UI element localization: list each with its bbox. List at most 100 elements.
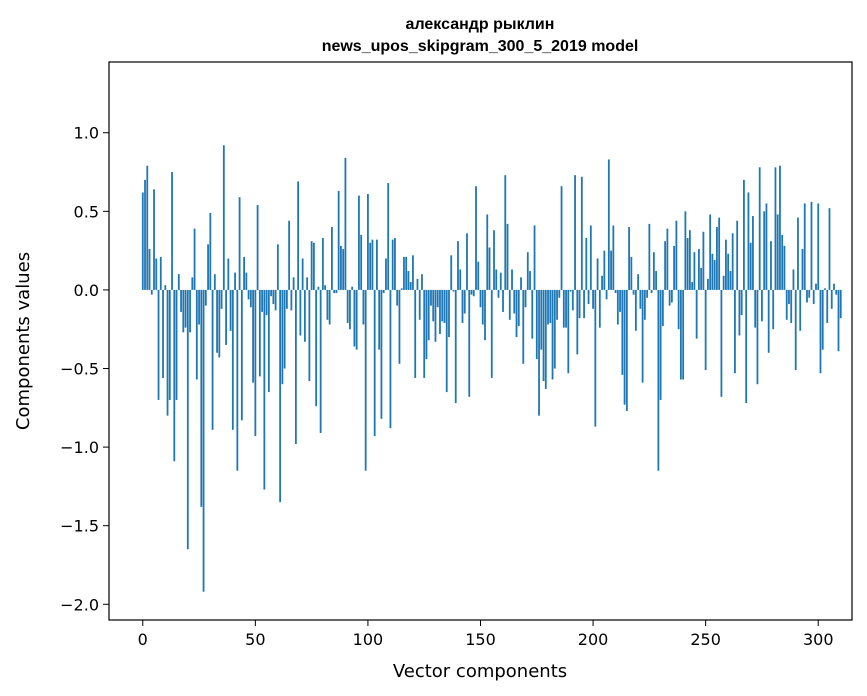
bar xyxy=(405,256,408,290)
bar xyxy=(637,274,640,290)
bar xyxy=(211,289,214,430)
bar xyxy=(529,271,531,290)
bar xyxy=(191,277,194,290)
bar xyxy=(290,289,293,311)
plot-frame xyxy=(108,61,853,621)
bar xyxy=(693,252,696,290)
bar xyxy=(767,289,770,353)
bar xyxy=(164,285,167,290)
bar xyxy=(740,289,743,316)
bars-group xyxy=(141,145,842,592)
bar xyxy=(245,272,248,290)
bar xyxy=(299,289,302,336)
bar xyxy=(340,245,342,290)
bar xyxy=(745,289,748,404)
bar xyxy=(810,201,813,290)
bar xyxy=(285,289,288,309)
bar xyxy=(445,289,448,393)
bar xyxy=(272,289,275,305)
bar xyxy=(321,238,324,290)
bar xyxy=(394,238,396,290)
bar xyxy=(794,289,797,371)
bar xyxy=(146,165,149,290)
y-tick-label: −0.5 xyxy=(60,360,99,379)
bar xyxy=(400,288,403,290)
bar xyxy=(276,244,279,290)
bar xyxy=(686,238,689,290)
bar xyxy=(621,289,624,375)
bar xyxy=(195,289,198,380)
bar xyxy=(184,289,187,328)
bar xyxy=(144,179,146,290)
bar xyxy=(562,289,565,328)
bar xyxy=(526,252,529,290)
bar xyxy=(484,289,486,341)
bar xyxy=(790,289,793,323)
bar xyxy=(821,289,824,350)
bar xyxy=(252,289,254,383)
bar xyxy=(556,289,558,320)
bar xyxy=(430,289,432,306)
bar xyxy=(718,217,721,290)
bar xyxy=(382,289,385,294)
bar xyxy=(166,289,169,416)
bar xyxy=(551,289,554,380)
bar xyxy=(186,289,189,550)
bar xyxy=(781,234,784,290)
bar xyxy=(488,247,491,290)
bar xyxy=(652,252,655,290)
bar xyxy=(792,269,795,290)
bar xyxy=(815,283,817,290)
bar xyxy=(331,227,333,290)
bar xyxy=(776,214,779,290)
bar xyxy=(342,249,345,290)
x-tick-label: 300 xyxy=(803,630,834,649)
x-tick-label: 150 xyxy=(465,630,496,649)
x-tick-label: 0 xyxy=(138,630,148,649)
bar xyxy=(441,289,444,322)
bar xyxy=(301,258,304,290)
bar xyxy=(281,289,284,385)
bar xyxy=(439,289,441,334)
bar xyxy=(463,289,466,314)
bar xyxy=(666,228,669,290)
bar xyxy=(159,256,162,290)
bar xyxy=(835,289,838,295)
bar xyxy=(421,274,423,290)
bar xyxy=(407,271,410,290)
bar xyxy=(229,289,232,331)
bar xyxy=(362,289,365,325)
bar xyxy=(180,289,182,312)
bar xyxy=(333,289,336,294)
bar xyxy=(495,269,498,290)
bar xyxy=(202,289,205,592)
bar xyxy=(713,260,716,290)
bar xyxy=(580,176,583,290)
bar xyxy=(632,289,635,295)
bar xyxy=(207,244,209,290)
bar xyxy=(198,289,200,325)
bar xyxy=(448,289,450,338)
bar xyxy=(826,289,829,323)
bar xyxy=(785,289,788,320)
bar xyxy=(351,286,354,290)
bar xyxy=(468,289,471,397)
bar xyxy=(499,272,502,290)
bar xyxy=(749,242,752,290)
bar xyxy=(774,167,777,290)
bar xyxy=(799,289,802,331)
bar xyxy=(783,245,786,290)
bar xyxy=(833,283,835,290)
bar xyxy=(450,255,453,290)
bar xyxy=(788,289,790,305)
bar xyxy=(423,289,426,378)
bar xyxy=(722,275,725,290)
bar xyxy=(193,228,196,290)
bar xyxy=(605,289,608,300)
bar xyxy=(700,267,703,290)
bar xyxy=(758,167,761,290)
chart-title: александр рыклин xyxy=(406,16,555,33)
bar xyxy=(747,192,750,290)
bar xyxy=(594,289,597,427)
bar xyxy=(308,289,311,382)
